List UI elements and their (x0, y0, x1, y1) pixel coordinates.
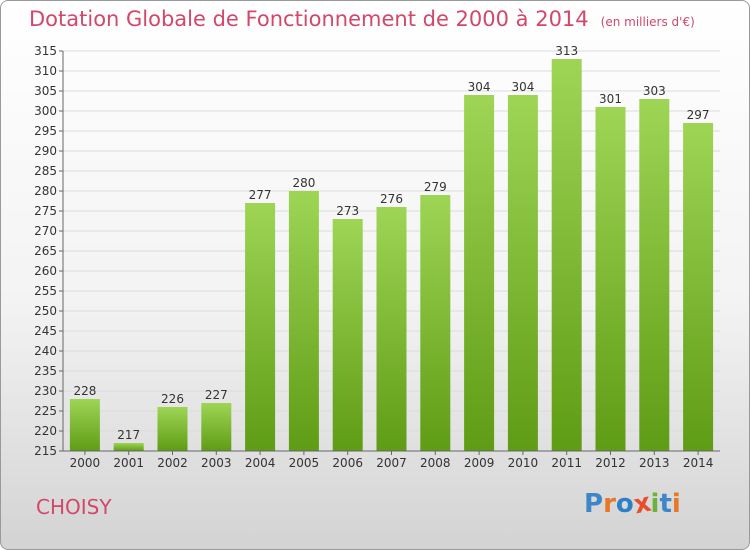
y-tick-label: 220 (34, 424, 57, 438)
y-tick-label: 305 (34, 84, 57, 98)
bar-2001 (113, 443, 144, 451)
bar-2005 (288, 191, 319, 451)
y-tick-label: 315 (34, 44, 57, 58)
x-tick-label-2007: 2007 (376, 456, 407, 470)
x-tick-label-2002: 2002 (157, 456, 188, 470)
data-label-2002: 226 (161, 392, 184, 406)
logo-letter: o (615, 489, 634, 519)
y-tick-label: 235 (34, 364, 57, 378)
y-tick-label: 285 (34, 164, 57, 178)
bar-2004 (245, 203, 276, 451)
data-label-2007: 276 (380, 192, 403, 206)
x-tick-label-2004: 2004 (245, 456, 276, 470)
x-tick-label-2000: 2000 (70, 456, 101, 470)
data-label-2011: 313 (555, 44, 578, 58)
bar-2007 (376, 207, 407, 451)
y-tick-label: 245 (34, 324, 57, 338)
data-label-2006: 273 (336, 204, 359, 218)
y-tick-label: 230 (34, 384, 57, 398)
x-tick-label-2014: 2014 (683, 456, 714, 470)
data-label-2004: 277 (249, 188, 272, 202)
bar-2012 (595, 107, 626, 451)
chart-unit: (en milliers d'€) (600, 15, 695, 29)
logo-letter: i (650, 489, 660, 519)
logo-letter: r (603, 489, 616, 519)
bar-2011 (551, 59, 582, 451)
bars (69, 59, 714, 451)
y-tick-label: 255 (34, 284, 57, 298)
data-label-2000: 228 (73, 384, 96, 398)
y-tick-label: 265 (34, 244, 57, 258)
bar-2002 (157, 407, 188, 451)
y-tick-label: 275 (34, 204, 57, 218)
bar-2006 (332, 219, 363, 451)
y-tick-label: 300 (34, 104, 57, 118)
data-labels: 228 217 226 227 277 280 273 276 279 304 304 313 301 3… (73, 44, 709, 442)
bar-2014 (683, 123, 714, 451)
data-label-2010: 304 (511, 80, 534, 94)
commune-name: CHOISY (36, 495, 112, 519)
data-label-2005: 280 (292, 176, 315, 190)
x-tick-label-2008: 2008 (420, 456, 451, 470)
logo-letter: P (584, 489, 604, 519)
axes: 215 220 225 230 235 240 245 250 255 260 265 270 275 2… (34, 44, 720, 470)
x-tick-label-2013: 2013 (639, 456, 670, 470)
y-tick-label: 310 (34, 64, 57, 78)
proxiti-logo: Proxiti (584, 488, 681, 521)
y-tick-label: 225 (34, 404, 57, 418)
y-tick-label: 295 (34, 124, 57, 138)
x-tick-label-2010: 2010 (508, 456, 539, 470)
y-tick-label: 240 (34, 344, 57, 358)
bar-2008 (420, 195, 451, 451)
x-tick-label-2003: 2003 (201, 456, 232, 470)
bar-2013 (639, 99, 670, 451)
bar-2010 (507, 95, 538, 451)
data-label-2001: 217 (117, 428, 140, 442)
data-label-2013: 303 (643, 84, 666, 98)
x-tick-label-2006: 2006 (332, 456, 363, 470)
y-tick-label: 290 (34, 144, 57, 158)
bar-2003 (201, 403, 232, 451)
y-tick-label: 260 (34, 264, 57, 278)
y-tick-label: 280 (34, 184, 57, 198)
x-tick-label-2009: 2009 (464, 456, 495, 470)
x-tick-label-2005: 2005 (289, 456, 320, 470)
chart-title: Dotation Globale de Fonctionnement de 20… (29, 7, 695, 31)
data-label-2003: 227 (205, 388, 228, 402)
y-tick-label: 215 (34, 444, 57, 458)
chart-title-text: Dotation Globale de Fonctionnement de 20… (29, 7, 589, 31)
x-tick-label-2012: 2012 (595, 456, 626, 470)
data-label-2012: 301 (599, 92, 622, 106)
bar-2009 (464, 95, 495, 451)
logo-letter: i (671, 489, 681, 519)
data-label-2014: 297 (687, 108, 710, 122)
logo-letter: t (659, 489, 672, 519)
x-tick-label-2001: 2001 (113, 456, 144, 470)
data-label-2008: 279 (424, 180, 447, 194)
y-tick-label: 250 (34, 304, 57, 318)
bar-2000 (69, 399, 100, 451)
x-tick-label-2011: 2011 (551, 456, 582, 470)
y-tick-label: 270 (34, 224, 57, 238)
data-label-2009: 304 (468, 80, 491, 94)
